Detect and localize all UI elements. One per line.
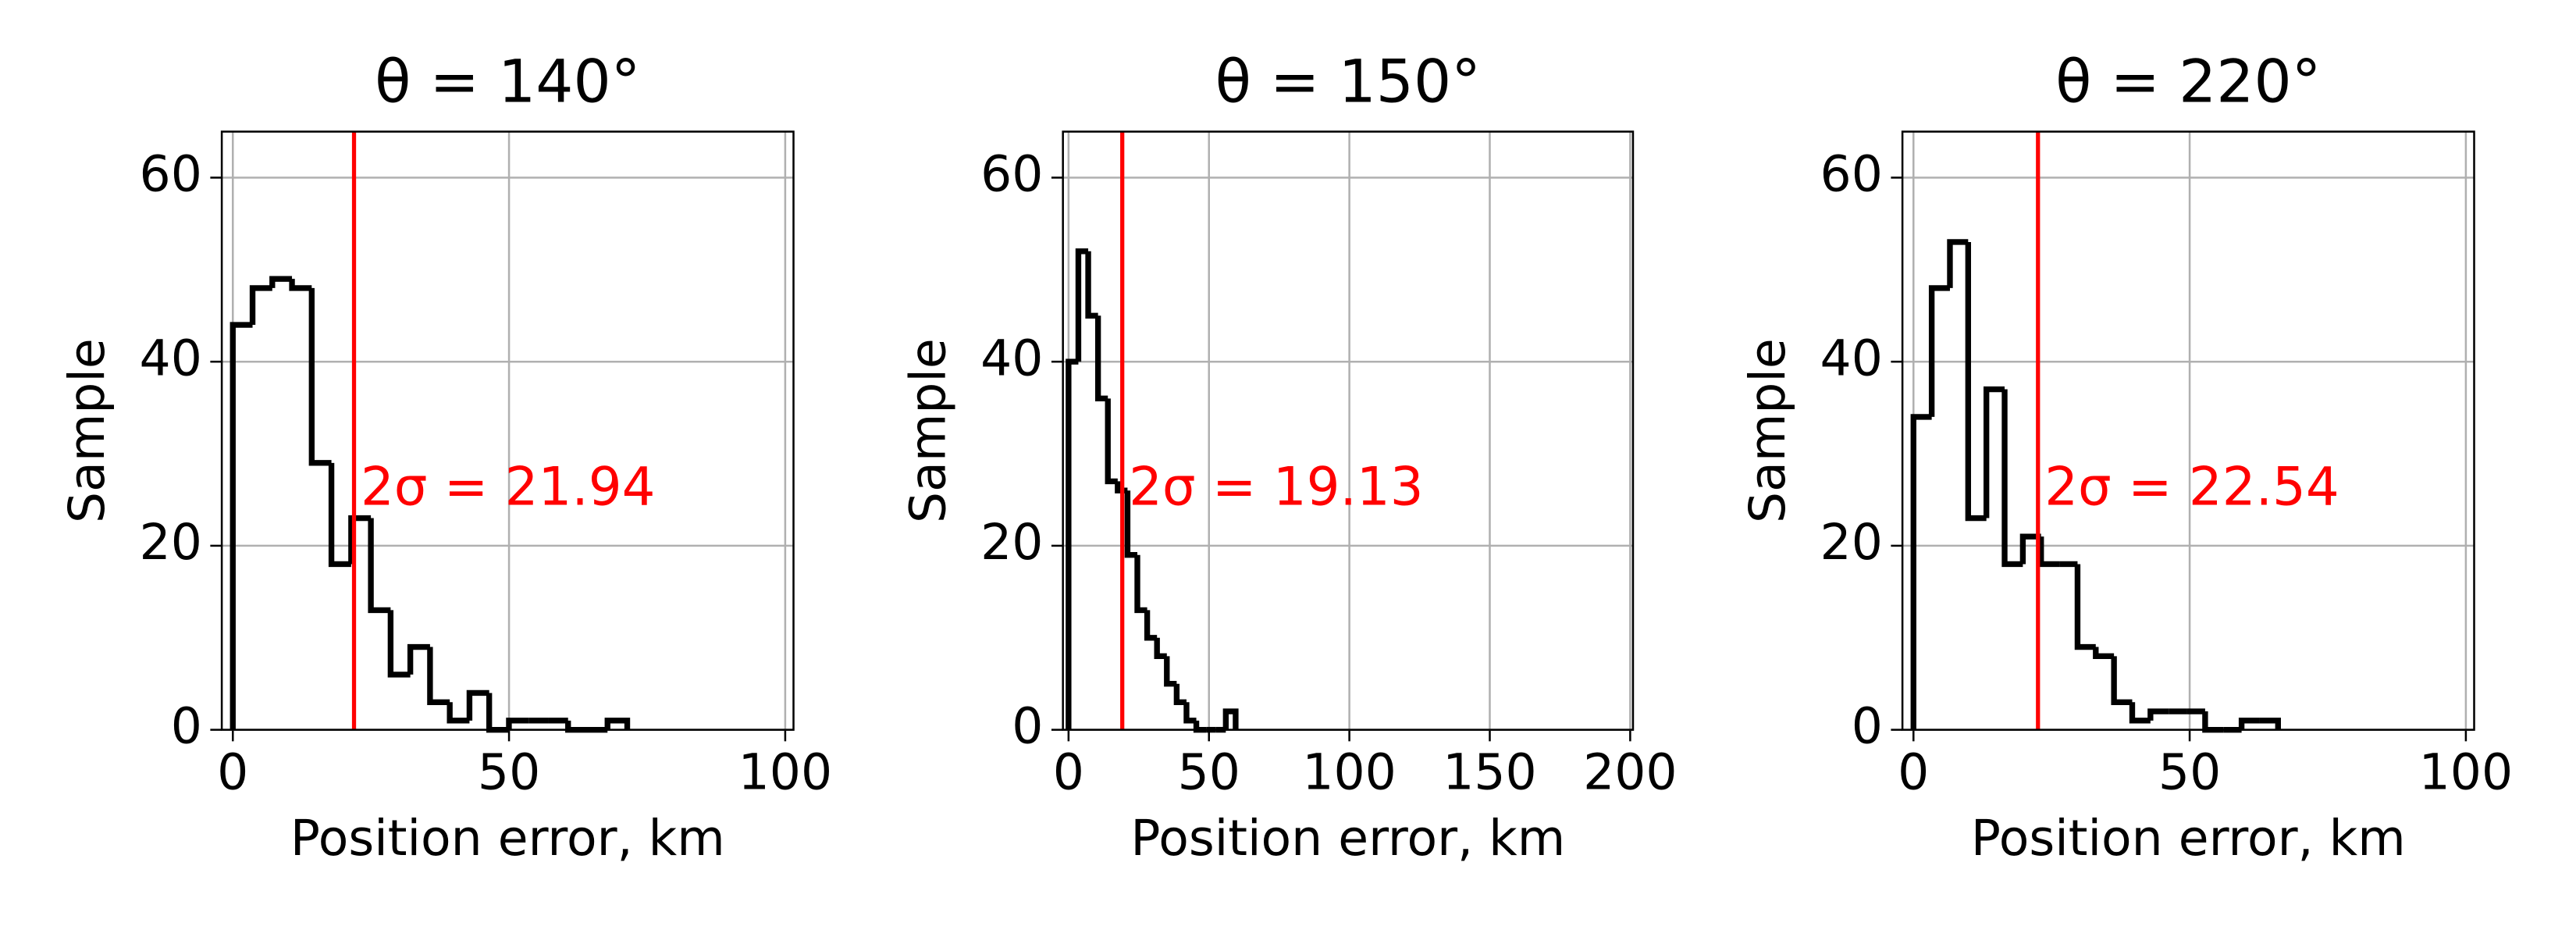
histogram-step	[2111, 656, 2133, 705]
x-tick-label: 100	[2419, 743, 2513, 801]
axes-frame	[220, 130, 795, 731]
x-tick-label: 50	[478, 743, 540, 801]
axes-frame	[1901, 130, 2475, 731]
x-tick-label: 100	[738, 743, 833, 801]
y-tick-label: 0	[1012, 697, 1043, 755]
histogram-step	[1183, 702, 1197, 724]
histogram-step	[1066, 358, 1079, 730]
y-tick-label: 20	[980, 513, 1043, 571]
histogram-step	[1085, 251, 1098, 319]
chart-title: θ = 140°	[375, 48, 640, 116]
histogram-step	[1173, 683, 1187, 705]
histogram-step	[308, 287, 332, 466]
x-tick-label: 200	[1583, 743, 1678, 801]
histogram-step	[229, 322, 253, 730]
y-tick-label: 40	[140, 329, 202, 387]
histogram-step	[506, 718, 529, 730]
y-axis-label: Sample	[1738, 338, 1796, 523]
histogram-step	[2001, 389, 2023, 568]
histogram-step	[348, 515, 372, 565]
histogram-step	[466, 689, 489, 721]
histogram-step	[1094, 315, 1108, 402]
histogram-step	[2202, 711, 2224, 733]
histogram-step	[2259, 718, 2281, 730]
x-tick-label: 0	[217, 743, 248, 801]
y-tick-label: 60	[980, 145, 1043, 203]
y-tick-label: 0	[171, 697, 202, 755]
threshold-annotation: 2σ = 21.94	[361, 456, 655, 518]
histogram-step	[249, 285, 272, 326]
x-axis-label: Position error, km	[290, 809, 725, 867]
y-axis-label: Sample	[58, 338, 116, 523]
histogram-step	[2093, 647, 2115, 660]
y-tick-label: 40	[980, 329, 1043, 387]
histogram-step	[1075, 248, 1089, 362]
histogram-step	[269, 276, 293, 288]
histogram-step	[427, 647, 450, 705]
histogram-step	[1928, 285, 1950, 417]
histogram-step	[565, 720, 588, 733]
y-tick-label: 20	[140, 513, 202, 571]
histogram-step	[1984, 386, 2005, 518]
y-axis-label: Sample	[898, 338, 956, 523]
y-tick-label: 0	[1852, 697, 1883, 755]
y-tick-label: 20	[1820, 513, 1883, 571]
histogram-step	[1193, 720, 1207, 733]
histogram-step	[2147, 708, 2169, 721]
chart-title: θ = 150°	[1215, 48, 1481, 116]
x-tick-label: 100	[1302, 743, 1397, 801]
threshold-annotation: 2σ = 22.54	[2044, 456, 2339, 518]
histogram-step	[2019, 533, 2041, 565]
y-tick-label: 60	[140, 145, 202, 203]
chart-title: θ = 220°	[2055, 48, 2321, 116]
histogram-step	[407, 643, 430, 675]
axes-frame	[1062, 130, 1635, 731]
y-tick-label: 40	[1820, 329, 1883, 387]
histogram-step	[604, 718, 631, 730]
x-axis-label: Position error, km	[1130, 809, 1565, 867]
x-tick-label: 0	[1053, 743, 1084, 801]
threshold-annotation: 2σ = 19.13	[1129, 456, 1423, 518]
x-tick-label: 50	[2158, 743, 2221, 801]
histogram-step	[1144, 610, 1158, 641]
histogram-step	[289, 279, 312, 291]
histogram-step	[2238, 718, 2260, 730]
y-tick-label: 60	[1820, 145, 1883, 203]
histogram-step	[368, 518, 391, 614]
histogram-step	[2038, 536, 2060, 568]
histogram-step	[1124, 490, 1138, 558]
histogram-step	[1105, 398, 1118, 485]
histogram-step	[1164, 656, 1177, 687]
histogram-step	[1947, 239, 1969, 288]
histogram-step	[1222, 708, 1239, 730]
histogram-step	[387, 610, 411, 678]
histogram-step	[486, 693, 509, 733]
histogram-step	[2074, 564, 2096, 650]
histogram-step	[1910, 414, 1932, 730]
histogram-step	[1154, 637, 1167, 660]
x-tick-label: 50	[1178, 743, 1240, 801]
x-axis-label: Position error, km	[1971, 809, 2406, 867]
histogram-step	[447, 702, 470, 724]
x-tick-label: 150	[1443, 743, 1536, 801]
histogram-step	[2129, 702, 2151, 724]
histogram-step	[1965, 241, 1987, 522]
histogram-step	[1134, 554, 1147, 614]
histogram-step	[328, 462, 351, 568]
x-tick-label: 0	[1898, 743, 1929, 801]
